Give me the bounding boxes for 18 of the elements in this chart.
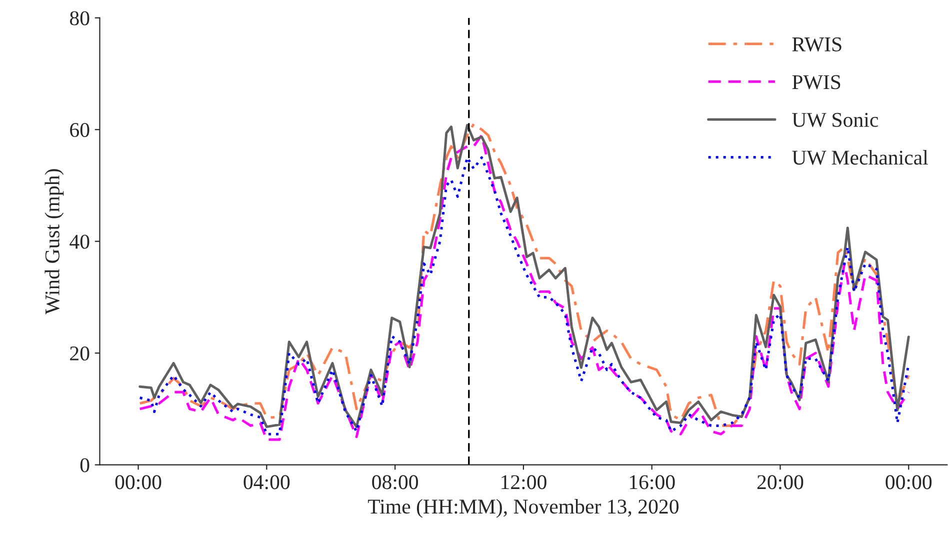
y-tick-label: 0	[80, 458, 90, 472]
x-tick-label: 00:00	[115, 475, 162, 490]
y-tick-label: 20	[70, 346, 90, 361]
y-axis-title: Wind Gust (mph)	[44, 169, 64, 314]
legend-label: UW Mechanical	[792, 150, 928, 165]
x-axis-title: Time (HH:MM), November 13, 2020	[368, 498, 679, 518]
y-tick-label: 40	[70, 234, 90, 249]
legend-label: PWIS	[792, 75, 840, 90]
x-tick-label: 20:00	[757, 475, 804, 490]
y-tick-label: 80	[70, 11, 90, 26]
legend-label: RWIS	[792, 37, 842, 52]
x-tick-label: 16:00	[630, 475, 675, 490]
y-tick-label: 60	[70, 122, 90, 138]
x-tick-label: 12:00	[502, 475, 546, 490]
x-tick-label: 04:00	[244, 475, 290, 490]
legend-label: UW Sonic	[792, 112, 878, 128]
x-tick-label: 08:00	[372, 475, 418, 490]
x-tick-label: 00:00	[886, 475, 932, 490]
